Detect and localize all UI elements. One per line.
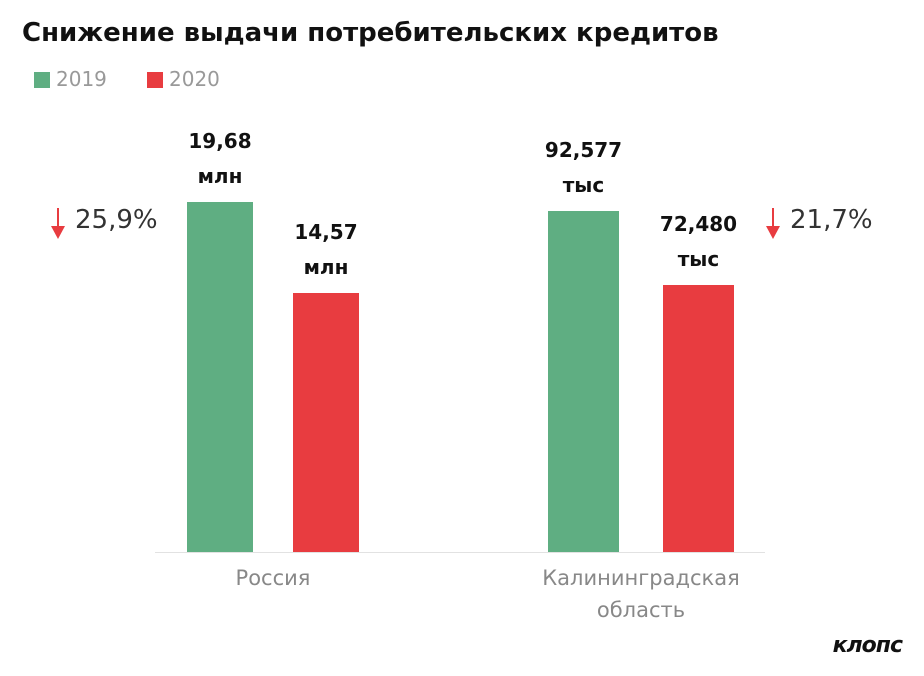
value-label: 72,480 тыс [659,212,738,272]
x-tick-label: Калининградская область [542,566,740,622]
down-arrow-head [766,226,780,239]
down-arrow-shaft [57,208,59,230]
value-label: 19,68 млн [188,129,252,189]
x-tick-label: Россия [235,566,311,590]
bar [548,211,619,552]
value-label: 14,57 млн [294,219,358,279]
legend-swatch [147,72,163,88]
bar [187,202,253,552]
change-annotation: 21,7% [790,205,873,235]
logo: клопс [832,633,903,658]
change-annotation: 25,9% [75,205,158,235]
legend-swatch [34,72,50,88]
baseline [155,552,765,553]
down-arrow-head [51,226,65,239]
bar [293,292,359,552]
bar [663,285,734,552]
legend-label: 2020 [169,67,220,91]
legend-label: 2019 [56,67,107,91]
down-arrow-shaft [772,208,774,230]
chart-title: Снижение выдачи потребительских кредитов [22,18,719,48]
value-label: 92,577 тыс [544,138,623,198]
